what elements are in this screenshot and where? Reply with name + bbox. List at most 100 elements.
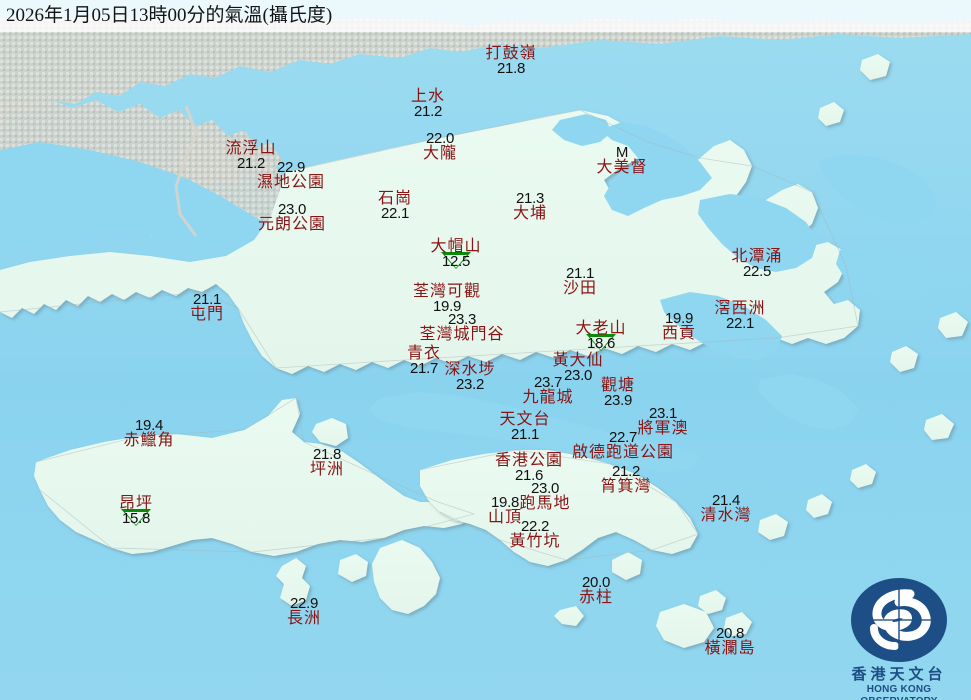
station-name: 赤柱 [578, 589, 614, 606]
station-name: 坪洲 [309, 461, 345, 478]
station-label[interactable]: 19.4 赤鱲角 [123, 418, 174, 449]
station-temperature-value: 21.8 [496, 60, 525, 77]
station-name: 流浮山 [225, 140, 277, 157]
station-label[interactable]: 21.1 屯門 [190, 292, 224, 323]
new-territories-landmass [0, 110, 860, 374]
station-temperature-value: 21.2 [413, 103, 442, 120]
station-temperature-value: 23.0 [530, 480, 559, 497]
station-label[interactable]: 23.7 九龍城 [522, 375, 573, 406]
station-temperature-value: 15.8 [121, 510, 150, 527]
station-label[interactable]: 荃灣可觀 19.9 [413, 283, 481, 314]
station-marker-triangle [586, 334, 616, 351]
station-temperature-value: 23.0 [563, 367, 592, 384]
station-label[interactable]: 19.8 山頂 [488, 495, 522, 526]
station-temperature-value: 21.2 [236, 155, 265, 172]
station-label[interactable]: 21.2 筲箕灣 [600, 464, 651, 495]
station-name: 濕地公園 [256, 174, 326, 191]
station-label[interactable]: 22.0 大隴 [423, 131, 457, 162]
station-label[interactable]: 21.3 大埔 [513, 191, 547, 222]
station-name: 大老山 [575, 320, 627, 337]
station-name: 赤鱲角 [123, 432, 175, 449]
station-label[interactable]: 深水埗 23.2 [444, 361, 495, 392]
station-label[interactable]: 22.2 黃竹坑 [509, 519, 560, 550]
station-marker-triangle [441, 252, 471, 269]
station-label[interactable]: 20.0 赤柱 [579, 575, 613, 606]
station-name: 上水 [410, 88, 446, 105]
station-name: 屯門 [189, 306, 225, 323]
station-temperature-value: 23.0 [277, 201, 306, 218]
station-temperature-value: 19.9 [432, 298, 461, 315]
station-label[interactable]: 石崗 22.1 [378, 190, 412, 221]
station-name: 石崗 [377, 190, 413, 207]
station-temperature-value: 21.4 [711, 492, 740, 509]
station-temperature-value: 19.9 [664, 310, 693, 327]
observatory-emblem-icon [851, 578, 947, 662]
station-label[interactable]: 21.4 清水灣 [700, 493, 751, 524]
station-label[interactable]: 打鼓嶺 21.8 [485, 45, 536, 76]
station-label[interactable]: 21.8 坪洲 [310, 447, 344, 478]
station-temperature-value: 21.2 [611, 463, 640, 480]
station-label[interactable]: 22.9 長洲 [287, 596, 321, 627]
station-label[interactable]: 流浮山 21.2 [225, 140, 276, 171]
station-temperature-value: 23.9 [603, 392, 632, 409]
station-name: 深水埗 [444, 361, 496, 378]
station-temperature-value: 22.9 [276, 159, 305, 176]
station-label[interactable]: 黃大仙 23.0 [552, 352, 603, 383]
station-name: 清水灣 [700, 507, 752, 524]
station-label[interactable]: 22.9 濕地公園 [257, 160, 325, 191]
station-temperature-value: 23.7 [533, 374, 562, 391]
station-name: 啟德跑道公園 [571, 444, 675, 461]
station-label[interactable]: 21.1 沙田 [563, 266, 597, 297]
outlying-islands [276, 54, 968, 648]
station-name: 香港公園 [494, 452, 564, 469]
station-label[interactable]: 香港公園 21.6 [495, 452, 563, 483]
station-label[interactable]: 23.1 將軍澳 [637, 406, 688, 437]
station-name: 元朗公園 [257, 216, 327, 233]
station-temperature-value: 22.7 [608, 429, 637, 446]
station-name: 沙田 [562, 280, 598, 297]
station-name: 跑馬地 [519, 495, 571, 512]
station-name: 黃竹坑 [509, 533, 561, 550]
hko-logo: 香港天文台 HONG KONG OBSERVATORY [831, 574, 967, 700]
station-temperature-value: 22.1 [725, 315, 754, 332]
station-label[interactable]: 23.0 跑馬地 [519, 481, 570, 512]
station-label[interactable]: 大老山 18.6 [575, 320, 626, 351]
logo-name-en: HONG KONG OBSERVATORY [860, 684, 937, 700]
station-temperature-value: 23.2 [455, 376, 484, 393]
station-label[interactable]: 大帽山 12.5 [430, 238, 481, 269]
station-label[interactable]: 昂坪 15.8 [119, 495, 153, 526]
station-label[interactable]: 滘西洲 22.1 [714, 300, 765, 331]
station-temperature-value: 21.7 [409, 360, 438, 377]
station-name: 西貢 [661, 325, 697, 342]
station-temperature-value: 22.5 [742, 263, 771, 280]
deep-bay-water [0, 142, 300, 262]
station-temperature-value: 21.3 [515, 190, 544, 207]
station-label[interactable]: 23.0 元朗公園 [258, 202, 326, 233]
station-label[interactable]: 觀塘 23.9 [601, 377, 635, 408]
station-name: 青衣 [406, 345, 442, 362]
station-label[interactable]: 19.9 西貢 [662, 311, 696, 342]
station-label[interactable]: M 大美督 [596, 145, 647, 176]
station-name: 黃大仙 [552, 352, 604, 369]
station-label[interactable]: 22.7 啟德跑道公園 [572, 430, 674, 461]
station-temperature-value: 21.1 [565, 265, 594, 282]
station-name: 筲箕灣 [600, 478, 652, 495]
station-temperature-value: 21.1 [510, 426, 539, 443]
station-label[interactable]: 青衣 21.7 [407, 345, 441, 376]
station-label[interactable]: 北潭涌 22.5 [731, 248, 782, 279]
title-band [0, 0, 971, 32]
station-name: 山頂 [487, 509, 523, 526]
station-label[interactable]: 23.3 荃灣城門谷 [419, 312, 504, 343]
station-label[interactable]: 天文台 21.1 [499, 411, 550, 442]
station-temperature-value: 22.9 [289, 595, 318, 612]
station-temperature-value: 22.2 [520, 518, 549, 535]
station-label[interactable]: 20.8 橫瀾島 [704, 626, 755, 657]
station-name: 昂坪 [118, 495, 154, 512]
station-temperature-value: 20.0 [581, 574, 610, 591]
coastline-strokes [0, 109, 859, 561]
station-name: 觀塘 [600, 377, 636, 394]
station-temperature-value: 20.8 [715, 625, 744, 642]
station-label[interactable]: 上水 21.2 [411, 88, 445, 119]
station-temperature-value: 18.6 [586, 335, 615, 352]
